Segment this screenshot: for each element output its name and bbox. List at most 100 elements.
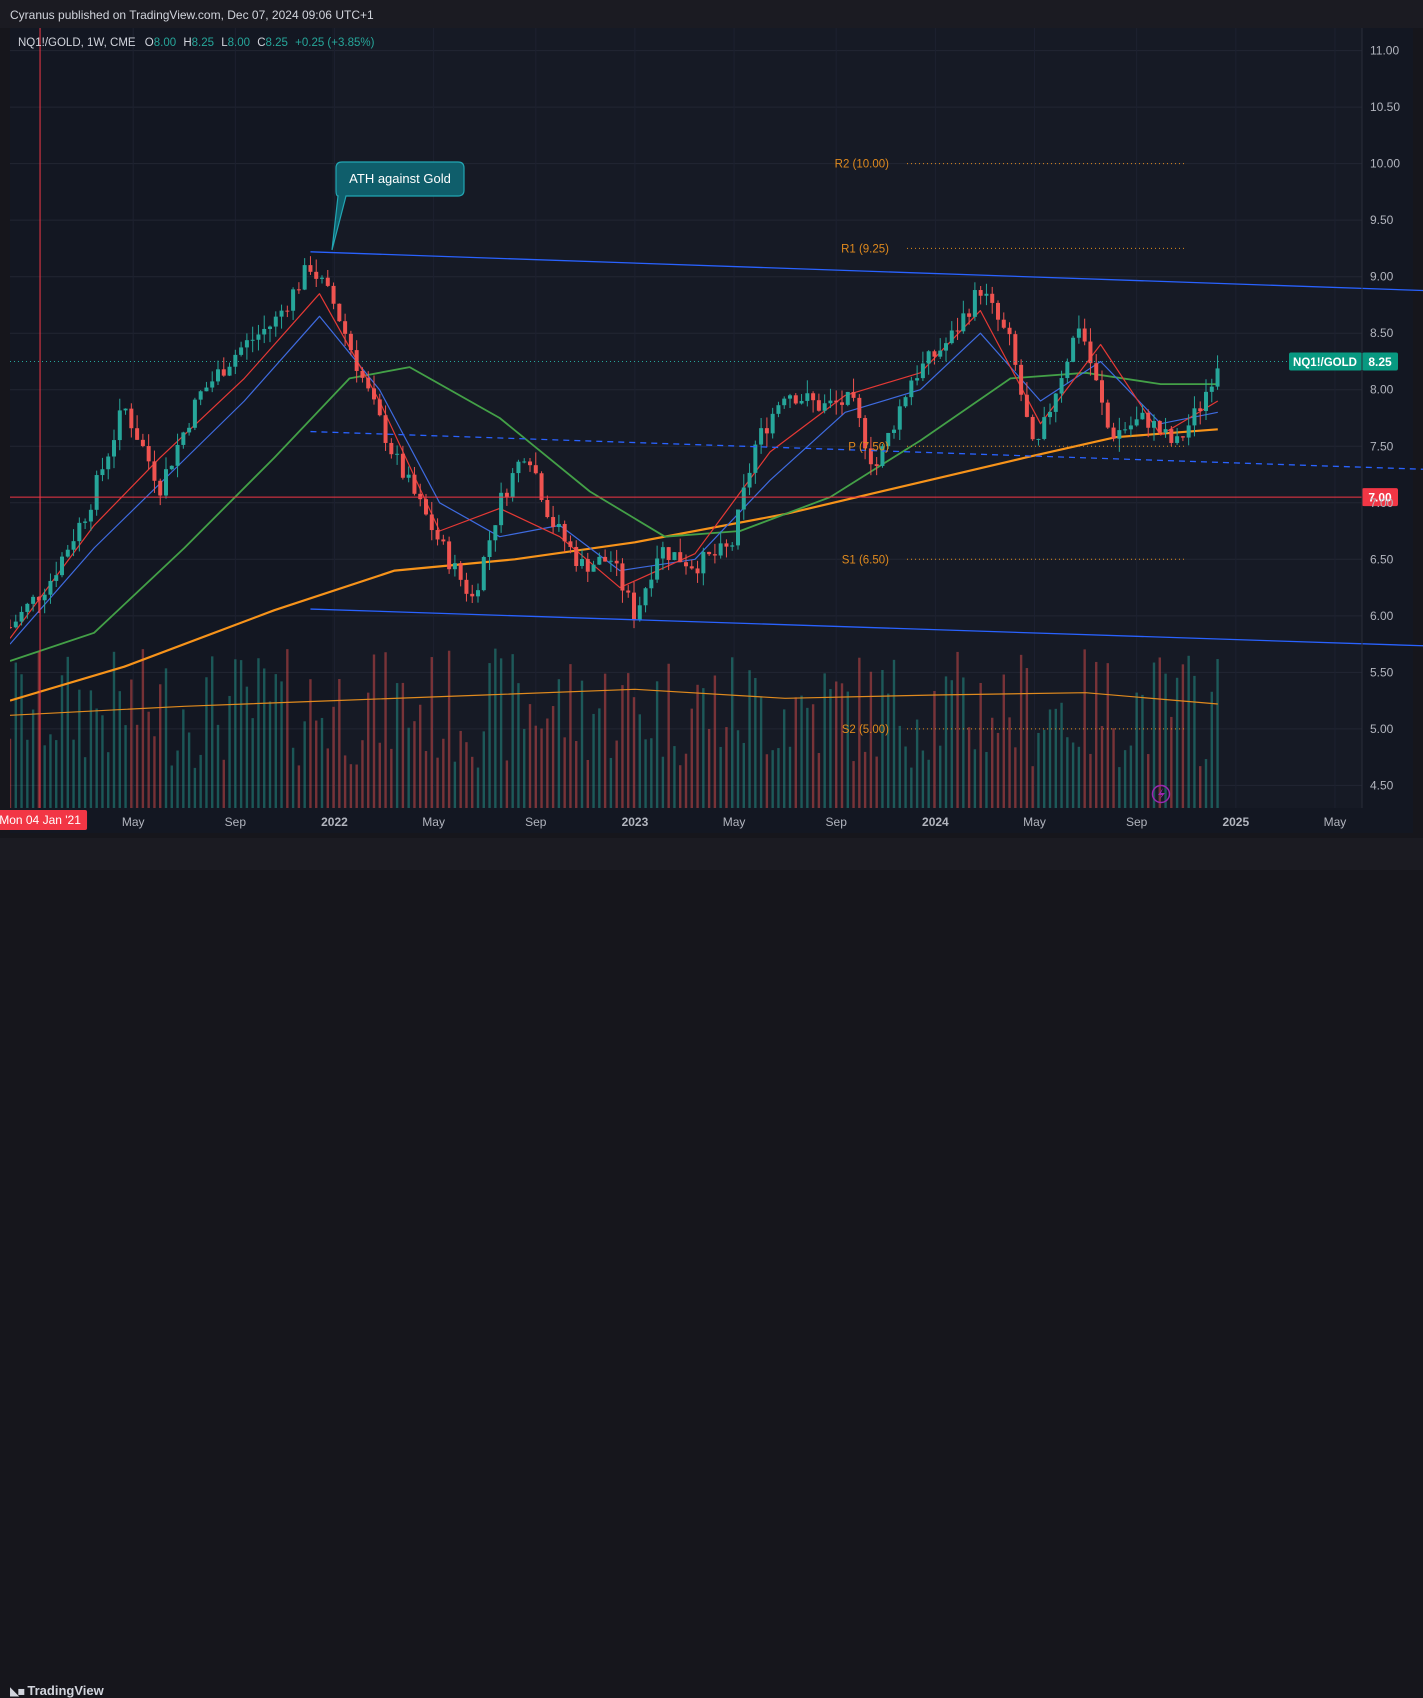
candle-body: [718, 543, 723, 556]
moving-averages: [10, 293, 1219, 716]
highlight-region: [332, 28, 1362, 808]
candle-body: [112, 440, 116, 457]
volume-bar: [1060, 702, 1063, 808]
candle-body: [1007, 327, 1012, 335]
volume-bar: [401, 682, 405, 808]
volume-bar: [26, 739, 29, 808]
tradingview-logo[interactable]: ◣▪ TradingView: [10, 1683, 104, 1698]
volume-bar: [1071, 742, 1075, 808]
candle-body: [164, 469, 168, 496]
overlays: R2 (10.00) R1 (9.25) P (7.50) S1 (6.50) S2 (…: [0, 28, 1423, 830]
candle-body: [1175, 436, 1180, 443]
volume-bar: [14, 662, 17, 808]
candle-body: [204, 387, 209, 392]
volume-bar: [355, 764, 358, 808]
volume-bar: [967, 727, 971, 808]
candle-body: [429, 514, 434, 531]
volume-bar: [858, 657, 861, 808]
volume-bar: [569, 664, 572, 808]
candle-body: [539, 473, 544, 500]
candle-body: [1140, 412, 1145, 420]
volume-bar: [944, 676, 948, 808]
low-label: L: [221, 37, 228, 49]
volume-bar: [482, 731, 485, 808]
candle-body: [932, 351, 937, 357]
volume-bar: [806, 707, 809, 808]
volume-bar: [1135, 692, 1138, 808]
volume-bar: [118, 691, 121, 808]
volume-bar: [1106, 663, 1109, 808]
volume-bar: [1216, 659, 1219, 808]
volume-bar: [1158, 657, 1161, 808]
candle-body: [227, 366, 232, 376]
volume-bar: [817, 753, 821, 808]
candle-body: [845, 391, 850, 405]
price-chart[interactable]: R2 (10.00) R1 (9.25) P (7.50) S1 (6.50) S2 (…: [0, 0, 1423, 870]
candle-body: [256, 334, 261, 340]
close-label: C: [257, 37, 265, 49]
volume-bar: [1112, 728, 1115, 808]
x-tick-label: May: [122, 815, 145, 829]
volume-bar: [488, 663, 491, 808]
high-label: H: [183, 37, 191, 49]
volume-bar: [494, 648, 497, 808]
candle-body: [499, 492, 504, 526]
candle-body: [354, 350, 359, 371]
volume-bar: [447, 650, 451, 808]
volume-bar: [390, 748, 393, 808]
candle-body: [1123, 429, 1128, 431]
volume-bar: [950, 680, 953, 808]
candle-body: [944, 343, 948, 351]
pivot-label: S2 (5.00): [842, 724, 889, 736]
candle-body: [892, 429, 896, 433]
candle-body: [464, 579, 469, 594]
candle-body: [481, 557, 486, 591]
candle-body: [614, 560, 619, 564]
volume-bar: [575, 741, 578, 808]
header-bar: Cyranus published on TradingView.com, De…: [0, 0, 1423, 28]
svg-text:NQ1!/GOLD, 1W, CME O8.00: NQ1!/GOLD, 1W, CME O8.00 H8.25 L8.00 C8.…: [18, 37, 375, 49]
x-tick-label: 2023: [622, 815, 649, 829]
candle-body: [603, 556, 608, 562]
volume-bar: [361, 740, 364, 808]
candle-body: [684, 562, 688, 567]
candle-body: [516, 461, 521, 474]
volume-bar: [112, 651, 116, 808]
volume-bar: [170, 765, 173, 808]
volume-bar: [1147, 754, 1150, 808]
volume-bar: [205, 677, 208, 808]
candle-body: [88, 509, 93, 522]
x-tick-label: May: [1023, 815, 1046, 829]
x-tick-label: 2025: [1222, 815, 1249, 829]
volume-bar: [78, 689, 81, 808]
volume-bar: [1129, 745, 1133, 808]
volume-bar: [315, 720, 318, 808]
y-tick-label: 7.00: [1370, 496, 1394, 510]
volume-bar: [800, 695, 803, 808]
volume-bar: [621, 685, 624, 808]
candle-body: [325, 277, 330, 286]
volume-bar: [684, 753, 688, 808]
candle-body: [770, 413, 775, 434]
volume-bar: [1014, 747, 1017, 808]
candle-body: [556, 523, 561, 528]
candle-body: [955, 330, 960, 332]
candle-body: [279, 310, 284, 317]
candle-body: [666, 547, 671, 561]
x-tick-label: May: [723, 815, 746, 829]
volume-bar: [349, 764, 353, 808]
sma50-line: [10, 366, 1218, 662]
volume-bar: [898, 725, 901, 808]
volume-bar: [973, 749, 977, 808]
candle-body: [187, 427, 192, 433]
volume-bar: [436, 757, 439, 808]
y-tick-label: 8.50: [1370, 326, 1394, 340]
candle-body: [1209, 386, 1214, 392]
candle-body: [1186, 425, 1191, 438]
candle-body: [343, 321, 348, 334]
x-tick-label: Sep: [1126, 815, 1148, 829]
candle-body: [435, 530, 440, 540]
candle-body: [314, 271, 319, 279]
volume-bar: [367, 692, 370, 808]
volume-bar: [719, 746, 722, 808]
